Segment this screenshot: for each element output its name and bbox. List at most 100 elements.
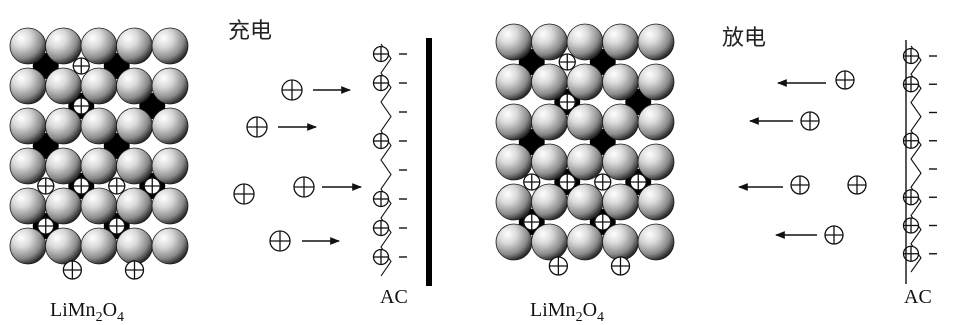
- oxide-sphere: [637, 63, 675, 101]
- cation-symbol: [902, 245, 920, 262]
- oxide-sphere: [45, 27, 82, 65]
- cation-symbol: [293, 176, 315, 198]
- oxide-sphere: [495, 23, 533, 61]
- cation-symbol: [281, 79, 303, 101]
- oxide-sphere: [45, 227, 82, 265]
- cation-symbol: [523, 173, 541, 191]
- oxide-sphere: [9, 147, 47, 185]
- oxide-sphere: [9, 107, 47, 145]
- oxide-sphere: [495, 223, 533, 261]
- oxide-sphere: [116, 67, 153, 105]
- cation-symbol: [372, 74, 390, 92]
- oxide-sphere: [151, 67, 189, 105]
- cation-symbol: [372, 132, 390, 150]
- cation-symbol: [800, 111, 820, 131]
- cation-symbol: [847, 175, 867, 195]
- oxide-sphere: [637, 103, 675, 141]
- cation-symbol: [108, 177, 126, 195]
- cation-symbol: [594, 213, 612, 231]
- oxide-sphere: [566, 103, 604, 141]
- cation-symbol: [372, 190, 390, 208]
- cation-symbol: [372, 248, 390, 266]
- oxide-sphere: [566, 143, 604, 181]
- electrode-label-right: AC: [904, 286, 932, 308]
- cation-symbol: [902, 132, 920, 149]
- cation-symbol: [269, 230, 291, 252]
- cation-symbol: [835, 70, 855, 90]
- oxide-sphere: [45, 147, 82, 185]
- oxide-sphere: [116, 227, 153, 265]
- cation-symbol: [558, 53, 576, 71]
- oxide-sphere: [602, 23, 639, 61]
- oxide-sphere: [151, 147, 189, 185]
- oxide-sphere: [116, 27, 153, 65]
- oxide-sphere: [151, 107, 189, 145]
- oxide-sphere: [495, 143, 533, 181]
- ion-flow-right: [738, 70, 867, 245]
- oxide-sphere: [80, 187, 118, 225]
- cation-symbol: [824, 225, 844, 245]
- discharge-label: 放电: [722, 26, 766, 51]
- oxide-sphere: [531, 143, 568, 181]
- discharge-panel: 放电 LiMn2O4 AC: [495, 23, 937, 325]
- cation-symbol: [62, 260, 83, 280]
- cation-symbol: [790, 175, 810, 195]
- oxide-sphere: [151, 27, 189, 65]
- oxide-sphere: [80, 107, 118, 145]
- cation-symbol: [37, 177, 55, 195]
- oxide-sphere: [151, 187, 189, 225]
- cation-symbol: [372, 219, 390, 237]
- oxide-sphere: [602, 183, 639, 221]
- cation-symbol: [108, 217, 126, 235]
- cation-symbol: [124, 260, 145, 280]
- oxide-sphere: [80, 27, 118, 65]
- oxide-sphere: [602, 103, 639, 141]
- charge-panel: 充电 LiMn2O4 AC: [9, 19, 432, 325]
- oxide-sphere: [637, 183, 675, 221]
- oxide-sphere: [637, 23, 675, 61]
- charge-label: 充电: [228, 19, 272, 44]
- limn2o4-lattice-left: [9, 27, 189, 280]
- cation-symbol: [37, 217, 55, 235]
- cation-symbol: [902, 189, 920, 206]
- cation-symbol: [246, 116, 268, 138]
- oxide-sphere: [116, 147, 153, 185]
- cation-symbol: [233, 183, 255, 205]
- oxide-sphere: [80, 147, 118, 185]
- oxide-sphere: [45, 67, 82, 105]
- electrode-label-left: AC: [380, 286, 408, 308]
- oxide-sphere: [116, 187, 153, 225]
- cation-symbol: [523, 213, 541, 231]
- limn2o4-lattice-right: [495, 23, 675, 276]
- oxide-sphere: [637, 223, 675, 261]
- ac-electrode-right: [902, 40, 937, 284]
- oxide-sphere: [45, 187, 82, 225]
- oxide-sphere: [566, 183, 604, 221]
- cation-symbol: [372, 45, 390, 63]
- oxide-sphere: [45, 107, 82, 145]
- oxide-sphere: [9, 187, 47, 225]
- oxide-sphere: [495, 183, 533, 221]
- oxide-sphere: [531, 103, 568, 141]
- oxide-sphere: [602, 63, 639, 101]
- oxide-sphere: [566, 23, 604, 61]
- oxide-sphere: [566, 223, 604, 261]
- oxide-sphere: [531, 183, 568, 221]
- cation-symbol: [72, 57, 90, 75]
- ion-flow-left: [233, 79, 362, 252]
- oxide-sphere: [637, 143, 675, 181]
- cation-symbol: [629, 173, 647, 191]
- oxide-sphere: [9, 27, 47, 65]
- oxide-sphere: [495, 63, 533, 101]
- oxide-sphere: [495, 103, 533, 141]
- cation-symbol: [143, 177, 161, 195]
- cation-symbol: [594, 173, 612, 191]
- cation-symbol: [558, 173, 576, 191]
- oxide-sphere: [531, 63, 568, 101]
- cation-symbol: [72, 177, 90, 195]
- ac-current-collector: [426, 38, 432, 286]
- cation-symbol: [610, 256, 631, 276]
- oxide-sphere: [80, 67, 118, 105]
- oxide-sphere: [602, 143, 639, 181]
